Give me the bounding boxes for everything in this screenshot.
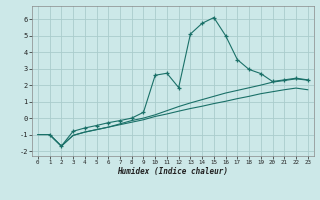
- X-axis label: Humidex (Indice chaleur): Humidex (Indice chaleur): [117, 167, 228, 176]
